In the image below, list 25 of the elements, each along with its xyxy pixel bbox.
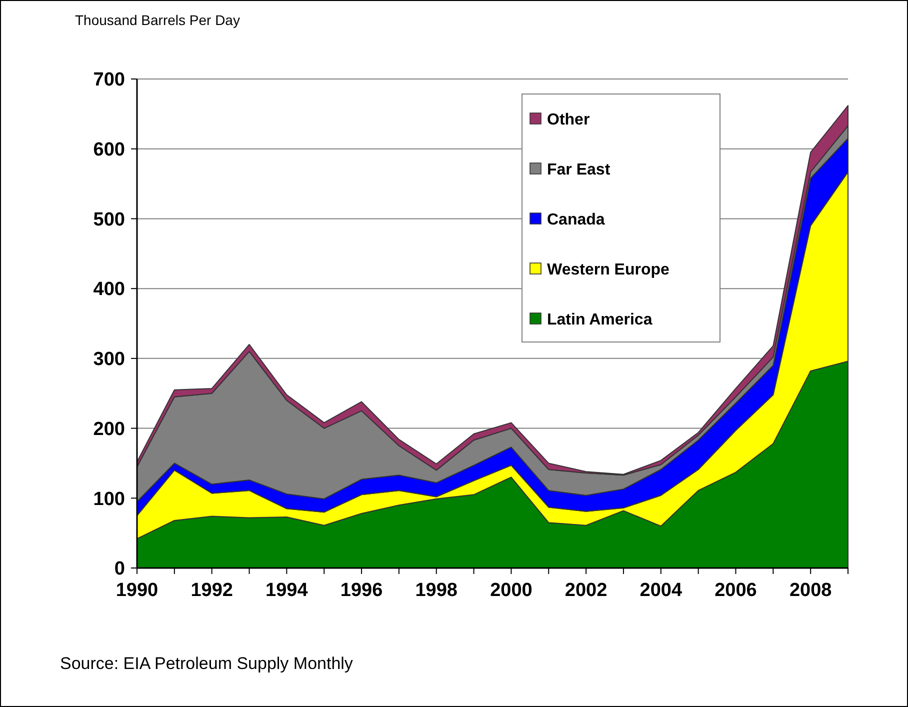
x-tick-label: 2000 — [490, 580, 532, 601]
x-tick-label: 1996 — [340, 580, 383, 601]
legend-label: Other — [547, 112, 590, 129]
y-tick-label: 500 — [93, 209, 125, 230]
source-note: Source: EIA Petroleum Supply Monthly — [60, 654, 354, 673]
x-tick-label: 1992 — [190, 580, 233, 601]
y-tick-label: 200 — [93, 418, 125, 440]
legend-label: Far East — [547, 162, 611, 179]
x-tick-label: 1998 — [415, 580, 458, 601]
x-tick-label: 2006 — [714, 580, 757, 601]
x-tick-label: 2004 — [640, 580, 682, 601]
x-tick-label: 1990 — [116, 580, 158, 601]
legend-label: Western Europe — [547, 262, 670, 279]
y-tick-label: 600 — [93, 140, 125, 161]
legend-label: Canada — [547, 212, 605, 229]
legend-label: Latin America — [547, 312, 652, 329]
y-tick-label: 700 — [93, 70, 125, 91]
x-tick-label: 2008 — [789, 580, 832, 601]
x-tick-label: 1994 — [266, 580, 308, 601]
y-tick-label: 100 — [93, 488, 125, 510]
x-tick-label: 2002 — [564, 580, 608, 601]
y-tick-label: 300 — [93, 349, 125, 370]
y-tick-label: 0 — [114, 558, 125, 580]
y-tick-label: 400 — [93, 279, 125, 300]
y-axis-title: Thousand Barrels Per Day — [75, 12, 240, 28]
